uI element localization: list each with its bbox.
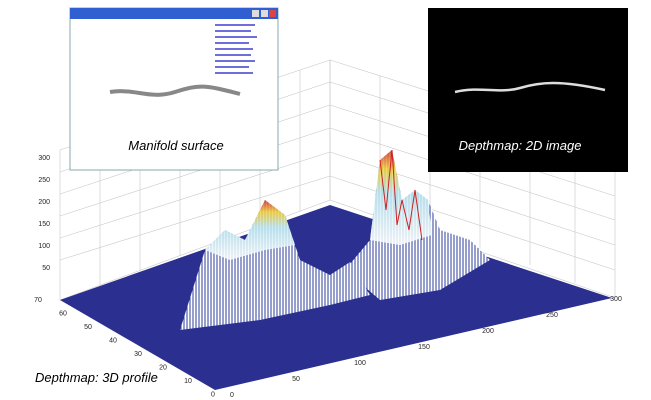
tick-label: 100 [354, 360, 366, 367]
tick-label: 60 [59, 311, 67, 318]
tick-label: 50 [42, 265, 50, 272]
tick-label: 10 [184, 378, 192, 385]
tick-label: 150 [418, 344, 430, 351]
tick-label: 250 [546, 312, 558, 319]
tick-label: 0 [211, 392, 215, 399]
profile-caption: Depthmap: 3D profile [35, 370, 158, 385]
manifold-window: Manifold surface [69, 7, 279, 171]
tick-label: 250 [38, 177, 50, 184]
tick-label: 30 [134, 351, 142, 358]
tick-label: 300 [38, 155, 50, 162]
manifold-caption: Manifold surface [128, 138, 223, 153]
tick-label: 0 [230, 392, 234, 399]
surface-peaks [180, 149, 490, 330]
depthmap-panel: Depthmap: 2D image [428, 8, 628, 172]
tick-label: 100 [38, 243, 50, 250]
tick-label: 70 [34, 297, 42, 304]
tick-label: 200 [482, 328, 494, 335]
depthmap-caption: Depthmap: 2D image [459, 138, 582, 153]
tick-label: 150 [38, 221, 50, 228]
tick-label: 50 [84, 324, 92, 331]
tick-label: 200 [38, 199, 50, 206]
tick-label: 20 [159, 365, 167, 372]
tick-label: 40 [109, 338, 117, 345]
tick-label: 300 [610, 296, 622, 303]
tick-label: 50 [292, 376, 300, 383]
